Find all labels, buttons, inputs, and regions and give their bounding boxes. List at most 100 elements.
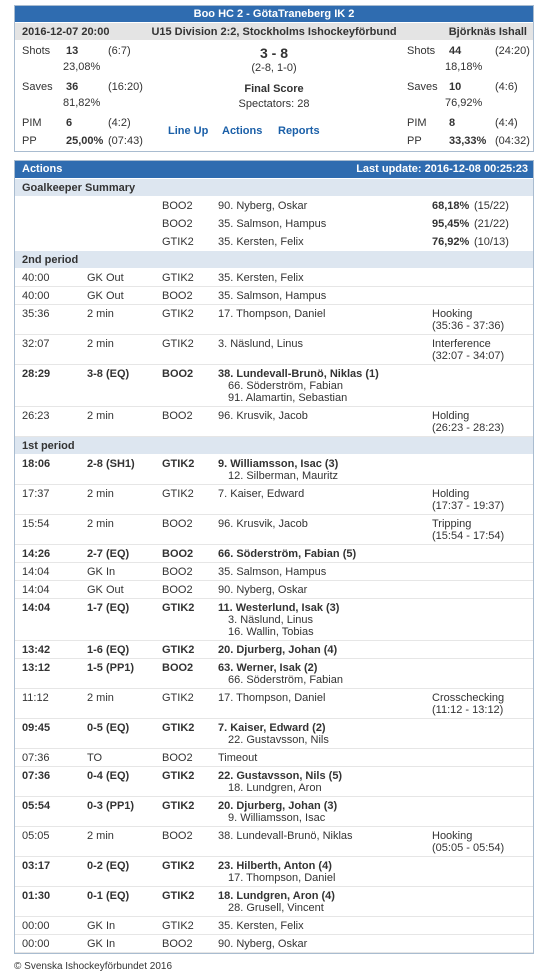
stat-value: 33,33% bbox=[449, 135, 487, 147]
event-type: 2 min bbox=[87, 338, 114, 350]
event-player: 18. Lundgren, Aron (4) bbox=[218, 890, 335, 902]
nav-link[interactable]: Line Up bbox=[168, 125, 209, 137]
row-separator bbox=[15, 766, 533, 767]
row-separator bbox=[15, 562, 533, 563]
event-type: 2 min bbox=[87, 410, 114, 422]
event-time: 13:42 bbox=[22, 644, 51, 656]
event-time: 17:37 bbox=[22, 488, 50, 500]
event-team: BOO2 bbox=[162, 410, 193, 422]
event-type: 2 min bbox=[87, 830, 114, 842]
event-note: Crosschecking bbox=[432, 692, 505, 704]
row-separator bbox=[15, 916, 533, 917]
section-title: 1st period bbox=[22, 440, 75, 452]
gk-player: 90. Nyberg, Oskar bbox=[218, 200, 308, 212]
event-type: 0-3 (PP1) bbox=[87, 800, 135, 812]
event-note: (11:12 - 13:12) bbox=[432, 704, 504, 716]
gk-shots: (21/22) bbox=[474, 218, 509, 230]
event-time: 09:45 bbox=[22, 722, 51, 734]
spectators: Spectators: 28 bbox=[238, 98, 310, 110]
event-team: GTIK2 bbox=[162, 920, 194, 932]
event-assist: 66. Söderström, Fabian bbox=[228, 380, 343, 392]
event-time: 14:04 bbox=[22, 584, 50, 596]
event-type: 0-4 (EQ) bbox=[87, 770, 130, 782]
event-team: BOO2 bbox=[162, 662, 194, 674]
event-time: 40:00 bbox=[22, 290, 50, 302]
event-assist: 91. Alamartin, Sebastian bbox=[228, 392, 348, 404]
event-team: BOO2 bbox=[162, 290, 193, 302]
event-player: Timeout bbox=[218, 752, 258, 764]
match-box bbox=[14, 5, 534, 152]
row-separator bbox=[15, 718, 533, 719]
stat-value: 44 bbox=[449, 45, 462, 57]
actions-bar bbox=[14, 160, 534, 178]
event-team: BOO2 bbox=[162, 938, 193, 950]
stat-extra: (24:20) bbox=[495, 45, 530, 57]
event-player: 7. Kaiser, Edward bbox=[218, 488, 305, 500]
stat-extra: (16:20) bbox=[108, 81, 143, 93]
gk-pct: 68,18% bbox=[432, 200, 470, 212]
event-type: 2-8 (SH1) bbox=[87, 458, 135, 470]
event-note: (15:54 - 17:54) bbox=[432, 530, 505, 542]
row-separator bbox=[15, 580, 533, 581]
row-separator bbox=[15, 514, 533, 515]
event-type: 0-2 (EQ) bbox=[87, 860, 130, 872]
row-separator bbox=[15, 856, 533, 857]
row-separator bbox=[15, 688, 533, 689]
stat-extra: (6:7) bbox=[108, 45, 131, 57]
event-time: 35:36 bbox=[22, 308, 50, 320]
event-type: GK Out bbox=[87, 272, 124, 284]
event-type: GK Out bbox=[87, 584, 124, 596]
actions-title: Actions bbox=[22, 163, 63, 175]
gk-team: GTIK2 bbox=[162, 236, 194, 248]
event-player: 22. Gustavsson, Nils (5) bbox=[218, 770, 343, 782]
nav-link[interactable]: Actions bbox=[222, 125, 263, 137]
event-assist: 28. Grusell, Vincent bbox=[228, 902, 324, 914]
event-note: Hooking bbox=[432, 308, 473, 320]
event-note: (17:37 - 19:37) bbox=[432, 500, 505, 512]
event-type: 2 min bbox=[87, 308, 114, 320]
event-player: 9. Williamsson, Isac (3) bbox=[218, 458, 339, 470]
row-separator bbox=[15, 436, 533, 437]
event-team: GTIK2 bbox=[162, 722, 195, 734]
period-scores: (2-8, 1-0) bbox=[251, 62, 297, 74]
row-separator bbox=[15, 826, 533, 827]
gk-team: BOO2 bbox=[162, 200, 193, 212]
event-time: 00:00 bbox=[22, 920, 50, 932]
match-title: Boo HC 2 - GötaTraneberg IK 2 bbox=[193, 8, 355, 20]
status: Final Score bbox=[244, 83, 304, 95]
event-note: Holding bbox=[432, 410, 470, 422]
event-type: 1-6 (EQ) bbox=[87, 644, 130, 656]
event-type: 2-7 (EQ) bbox=[87, 548, 130, 560]
stat-extra: (4:4) bbox=[495, 117, 518, 129]
footer: © Svenska Ishockeyförbundet 2016 bbox=[14, 961, 173, 972]
stat-label: PP bbox=[407, 135, 422, 147]
event-type: GK In bbox=[87, 938, 116, 950]
event-player: 7. Kaiser, Edward (2) bbox=[218, 722, 326, 734]
event-time: 03:17 bbox=[22, 860, 51, 872]
event-player: 17. Thompson, Daniel bbox=[218, 308, 326, 320]
stat-pct: 76,92% bbox=[445, 97, 483, 109]
stat-value: 6 bbox=[66, 117, 73, 129]
event-team: BOO2 bbox=[162, 566, 193, 578]
event-time: 05:54 bbox=[22, 800, 51, 812]
event-assist: 22. Gustavsson, Nils bbox=[228, 734, 329, 746]
event-type: 1-7 (EQ) bbox=[87, 602, 130, 614]
section-title: Goalkeeper Summary bbox=[22, 182, 136, 194]
nav-link[interactable]: Reports bbox=[278, 125, 320, 137]
event-player: 35. Kersten, Felix bbox=[218, 920, 304, 932]
stat-pct: 81,82% bbox=[63, 97, 101, 109]
event-team: GTIK2 bbox=[162, 458, 195, 470]
score: 3 - 8 bbox=[259, 45, 288, 61]
gk-team: BOO2 bbox=[162, 218, 193, 230]
event-team: GTIK2 bbox=[162, 890, 195, 902]
event-player: 11. Westerlund, Isak (3) bbox=[218, 602, 340, 614]
stat-label: PIM bbox=[22, 117, 42, 129]
event-team: GTIK2 bbox=[162, 770, 195, 782]
row-separator bbox=[15, 598, 533, 599]
event-team: GTIK2 bbox=[162, 338, 194, 350]
event-type: 0-1 (EQ) bbox=[87, 890, 130, 902]
event-player: 90. Nyberg, Oskar bbox=[218, 938, 308, 950]
match-date: 2016-12-07 20:00 bbox=[22, 26, 110, 38]
event-time: 15:54 bbox=[22, 518, 50, 530]
event-team: BOO2 bbox=[162, 518, 193, 530]
